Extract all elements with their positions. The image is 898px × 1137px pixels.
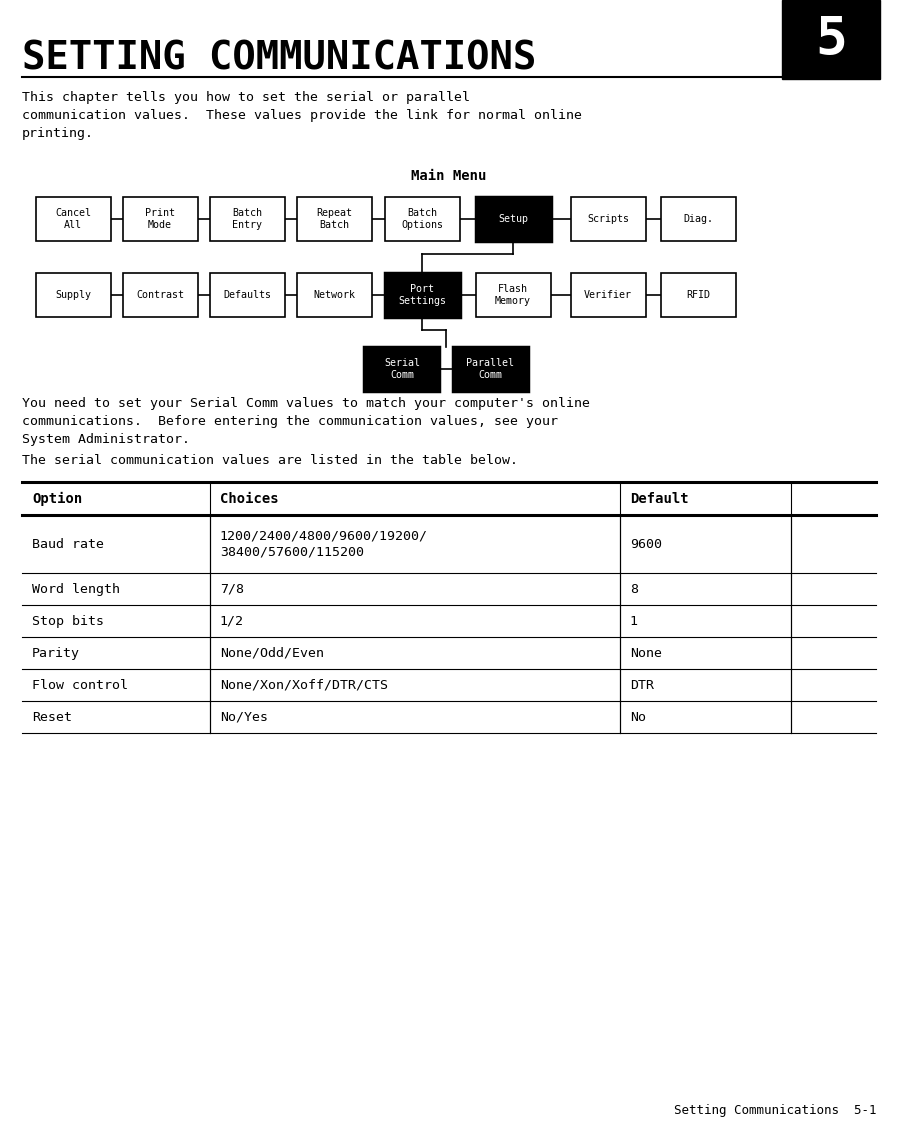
FancyBboxPatch shape <box>453 347 527 391</box>
Text: You need to set your Serial Comm values to match your computer's online
communic: You need to set your Serial Comm values … <box>22 397 590 446</box>
FancyBboxPatch shape <box>476 197 550 241</box>
Text: SETTING COMMUNICATIONS: SETTING COMMUNICATIONS <box>22 40 536 78</box>
Text: Setup: Setup <box>498 214 528 224</box>
FancyBboxPatch shape <box>296 197 372 241</box>
FancyBboxPatch shape <box>476 273 550 317</box>
Text: Reset: Reset <box>32 711 72 723</box>
FancyBboxPatch shape <box>782 0 880 78</box>
Text: 9600: 9600 <box>629 538 662 550</box>
Text: 1: 1 <box>629 614 638 628</box>
Text: Print
Mode: Print Mode <box>145 208 175 230</box>
FancyBboxPatch shape <box>209 197 285 241</box>
Text: Scripts: Scripts <box>587 214 629 224</box>
Text: Repeat
Batch: Repeat Batch <box>316 208 352 230</box>
Text: Parity: Parity <box>32 647 80 659</box>
Text: No/Yes: No/Yes <box>220 711 268 723</box>
Text: No: No <box>629 711 646 723</box>
Text: Main Menu: Main Menu <box>411 169 487 183</box>
Text: DTR: DTR <box>629 679 654 691</box>
Text: 8: 8 <box>629 582 638 596</box>
Text: 1/2: 1/2 <box>220 614 244 628</box>
FancyBboxPatch shape <box>570 197 646 241</box>
FancyBboxPatch shape <box>36 197 110 241</box>
Text: Batch
Entry: Batch Entry <box>232 208 262 230</box>
FancyBboxPatch shape <box>365 347 439 391</box>
Text: 1200/2400/4800/9600/19200/
38400/57600/115200: 1200/2400/4800/9600/19200/ 38400/57600/1… <box>220 530 427 558</box>
Text: Serial
Comm: Serial Comm <box>384 358 420 380</box>
Text: Word length: Word length <box>32 582 120 596</box>
Text: None/Xon/Xoff/DTR/CTS: None/Xon/Xoff/DTR/CTS <box>220 679 388 691</box>
FancyBboxPatch shape <box>661 273 735 317</box>
Text: Baud rate: Baud rate <box>32 538 104 550</box>
Text: 7/8: 7/8 <box>220 582 244 596</box>
Text: RFID: RFID <box>686 290 710 300</box>
FancyBboxPatch shape <box>384 273 460 317</box>
Text: Flash
Memory: Flash Memory <box>495 284 531 306</box>
Text: Contrast: Contrast <box>136 290 184 300</box>
Text: Default: Default <box>629 491 689 506</box>
FancyBboxPatch shape <box>122 197 198 241</box>
Text: 5: 5 <box>815 14 847 66</box>
Text: Verifier: Verifier <box>584 290 632 300</box>
FancyBboxPatch shape <box>36 273 110 317</box>
FancyBboxPatch shape <box>570 273 646 317</box>
Text: Supply: Supply <box>55 290 91 300</box>
FancyBboxPatch shape <box>209 273 285 317</box>
FancyBboxPatch shape <box>122 273 198 317</box>
Text: Setting Communications  5-1: Setting Communications 5-1 <box>674 1104 876 1117</box>
Text: Batch
Options: Batch Options <box>401 208 443 230</box>
Text: Cancel
All: Cancel All <box>55 208 91 230</box>
Text: Option: Option <box>32 491 83 506</box>
Text: None: None <box>629 647 662 659</box>
Text: Stop bits: Stop bits <box>32 614 104 628</box>
Text: Network: Network <box>313 290 355 300</box>
FancyBboxPatch shape <box>661 197 735 241</box>
FancyBboxPatch shape <box>384 197 460 241</box>
Text: Parallel
Comm: Parallel Comm <box>466 358 514 380</box>
Text: Port
Settings: Port Settings <box>398 284 446 306</box>
Text: None/Odd/Even: None/Odd/Even <box>220 647 324 659</box>
Text: The serial communication values are listed in the table below.: The serial communication values are list… <box>22 454 518 467</box>
Text: Flow control: Flow control <box>32 679 128 691</box>
Text: This chapter tells you how to set the serial or parallel
communication values.  : This chapter tells you how to set the se… <box>22 91 582 140</box>
FancyBboxPatch shape <box>296 273 372 317</box>
Text: Diag.: Diag. <box>683 214 713 224</box>
Text: Choices: Choices <box>220 491 278 506</box>
Text: Defaults: Defaults <box>223 290 271 300</box>
